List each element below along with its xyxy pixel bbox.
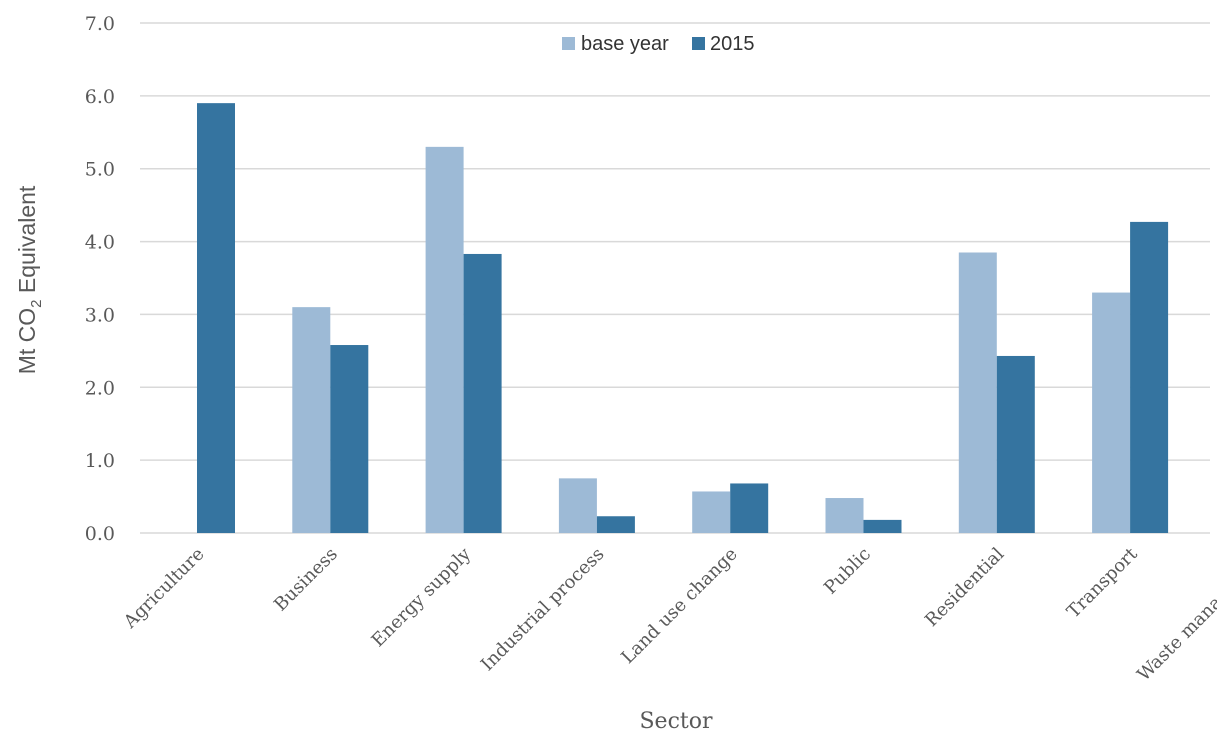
legend: base year 2015 [562, 33, 755, 55]
y-tick-label: 3.0 [85, 304, 115, 326]
bar-base-year-energy-supply [425, 146, 464, 533]
bar-2015-energy-supply [463, 253, 502, 533]
bar-2015-industrial-process [596, 516, 635, 533]
x-tick-label: Energy supply [368, 543, 476, 651]
y-tick-label: 5.0 [85, 159, 115, 181]
bar-base-year-residential [958, 252, 997, 533]
y-tick-label: 4.0 [85, 232, 115, 254]
y-axis-ticks: 0.0 1.0 2.0 3.0 4.0 5.0 6.0 7.0 [85, 13, 115, 545]
bar-base-year-public [825, 498, 864, 533]
legend-swatch-2015 [692, 37, 705, 50]
x-axis-title: Sector [639, 709, 712, 734]
bar-2015-public [863, 519, 902, 533]
x-tick-label: Residential [921, 544, 1008, 631]
x-tick-label: Waste management [1133, 543, 1217, 685]
bar-base-year-land-use-change [692, 491, 731, 533]
y-tick-label: 6.0 [85, 86, 115, 108]
bar-2015-business [330, 345, 369, 533]
x-tick-label: Land use change [617, 544, 741, 668]
y-tick-label: 7.0 [85, 13, 115, 35]
legend-swatch-base-year [562, 37, 575, 50]
x-tick-label: Business [270, 544, 342, 616]
bar-2015-residential [996, 355, 1035, 533]
x-tick-label: Public [820, 544, 875, 599]
bar-base-year-industrial-process [558, 478, 597, 533]
bar-2015-land-use-change [730, 483, 769, 533]
bar-base-year-transport [1092, 292, 1131, 533]
x-tick-label: Transport [1063, 543, 1142, 622]
y-axis-title-subscript: 2 [28, 300, 45, 308]
y-axis-title-main: Mt CO [14, 308, 40, 374]
y-tick-label: 1.0 [85, 450, 115, 472]
y-axis-title: Mt CO2 Equivalent [14, 185, 45, 374]
y-tick-label: 0.0 [85, 523, 115, 545]
legend-label-base-year: base year [581, 33, 669, 55]
bar-base-year-business [292, 307, 331, 533]
y-tick-label: 2.0 [85, 377, 115, 399]
legend-label-2015: 2015 [710, 33, 755, 55]
x-axis-ticks: Agriculture Business Energy supply Industri… [119, 543, 1217, 685]
bar-2015-agriculture [197, 103, 235, 534]
x-tick-label: Industrial process [477, 544, 609, 676]
bar-2015-transport [1130, 221, 1169, 533]
y-axis-title-rest: Equivalent [14, 185, 40, 299]
x-tick-label: Agriculture [119, 544, 208, 633]
bars [197, 103, 1169, 534]
